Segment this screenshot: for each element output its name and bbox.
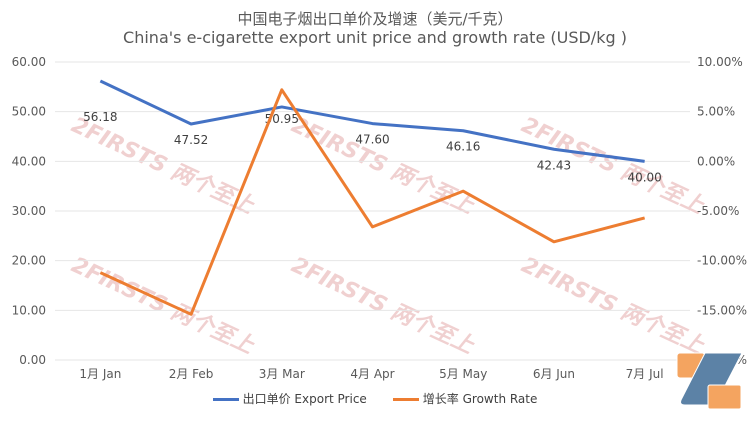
legend-item-price: 出口单价 Export Price [212,390,367,407]
chart-title-en: China's e-cigarette export unit price an… [123,28,627,47]
x-tick: 7月 Jul [626,367,664,381]
legend: 出口单价 Export Price 增长率 Growth Rate [0,390,750,407]
y-right-tick: -15.00% [697,303,747,317]
data-label: 42.43 [537,158,571,172]
legend-label-price: 出口单价 Export Price [242,392,367,406]
y-right-tick: 0.00% [697,154,735,168]
y-left-tick: 30.00 [12,204,46,218]
y-right-tick: -20.00% [697,353,747,367]
legend-label-growth: 增长率 Growth Rate [422,392,538,406]
y-right-tick: 5.00% [697,105,735,119]
data-label: 40.00 [627,170,661,184]
legend-item-growth: 增长率 Growth Rate [392,390,538,407]
y-left-tick: 0.00 [19,353,46,367]
watermark: 2FIRSTS 两个至上 [287,112,478,220]
x-tick: 4月 Apr [350,367,394,381]
chart-title-cn: 中国电子烟出口单价及增速（美元/千克） [237,10,513,28]
x-tick: 3月 Mar [259,367,305,381]
y-left-tick: 10.00 [12,303,46,317]
watermark: 2FIRSTS 两个至上 [517,252,708,360]
data-label: 47.60 [355,133,389,147]
data-label: 46.16 [446,140,480,154]
watermark: 2FIRSTS 两个至上 [67,252,258,360]
y-left-tick: 50.00 [12,105,46,119]
y-left-tick: 40.00 [12,154,46,168]
x-tick: 1月 Jan [79,367,121,381]
watermark: 2FIRSTS 两个至上 [287,252,478,360]
x-tick: 6月 Jun [533,367,575,381]
series-line-0 [99,79,645,163]
y-left-tick: 20.00 [12,254,46,268]
series-line-1 [99,88,646,316]
data-label: 50.95 [265,112,299,126]
data-label: 56.18 [83,110,117,124]
x-tick: 5月 May [439,367,487,381]
data-label: 47.52 [174,133,208,147]
x-tick: 2月 Feb [169,367,214,381]
watermark: 2FIRSTS 两个至上 [67,112,258,220]
y-right-tick: -5.00% [697,204,739,218]
y-right-tick: -10.00% [697,254,747,268]
y-left-tick: 60.00 [12,55,46,69]
y-right-tick: 10.00% [697,55,743,69]
